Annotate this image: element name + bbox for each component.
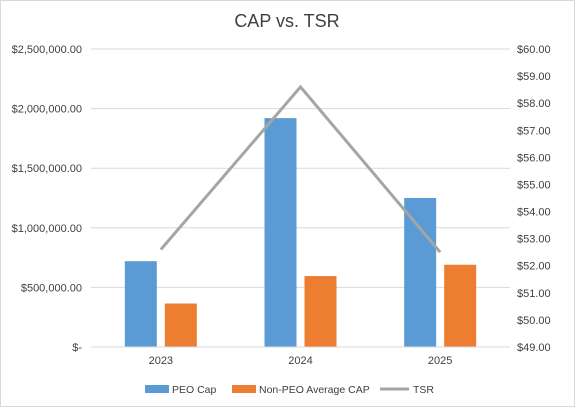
bar-peo-cap xyxy=(124,261,157,347)
legend: PEO Cap Non-PEO Average CAP TSR xyxy=(145,384,434,396)
right-tick-label: $52.00 xyxy=(517,261,551,273)
right-tick-label: $55.00 xyxy=(517,179,551,191)
right-axis-ticks: $49.00 $50.00 $51.00 $52.00 $53.00 $54.00 $55.… xyxy=(517,44,551,354)
x-tick-label: 2023 xyxy=(149,355,173,367)
right-tick-label: $50.00 xyxy=(517,315,551,327)
bar-peo-cap xyxy=(404,198,437,347)
left-tick-label: $2,000,000.00 xyxy=(12,104,82,116)
legend-swatch xyxy=(232,385,256,393)
right-tick-label: $59.00 xyxy=(517,71,551,83)
left-tick-label: $1,000,000.00 xyxy=(12,223,82,235)
x-tick-label: 2025 xyxy=(428,355,452,367)
bar-non-peo-average-cap xyxy=(164,303,197,347)
legend-label: PEO Cap xyxy=(172,384,217,396)
bar-non-peo-average-cap xyxy=(304,276,337,347)
legend-label: Non-PEO Average CAP xyxy=(259,384,370,396)
bar-peo-cap xyxy=(264,118,297,347)
left-tick-label: $2,500,000.00 xyxy=(12,44,82,56)
left-tick-label: $1,500,000.00 xyxy=(12,163,82,175)
gridlines xyxy=(91,48,510,288)
tsr-line-group xyxy=(159,84,442,254)
right-tick-label: $57.00 xyxy=(517,125,551,137)
right-tick-label: $54.00 xyxy=(517,207,551,219)
right-tick-label: $53.00 xyxy=(517,234,551,246)
right-tick-label: $51.00 xyxy=(517,288,551,300)
right-tick-label: $60.00 xyxy=(517,44,551,56)
left-axis-ticks: $- $500,000.00 $1,000,000.00 $1,500,000.00 $… xyxy=(12,44,83,354)
chart-title: CAP vs. TSR xyxy=(234,11,339,31)
tsr-line xyxy=(159,84,442,254)
legend-label: TSR xyxy=(413,384,434,396)
left-tick-label: $- xyxy=(72,342,82,354)
right-tick-label: $56.00 xyxy=(517,152,551,164)
legend-swatch xyxy=(145,385,169,393)
x-axis-ticks: 2023 2024 2025 xyxy=(149,355,453,367)
x-tick-label: 2024 xyxy=(288,355,312,367)
left-tick-label: $500,000.00 xyxy=(21,282,82,294)
right-tick-label: $49.00 xyxy=(517,342,551,354)
right-tick-label: $58.00 xyxy=(517,98,551,110)
bar-non-peo-average-cap xyxy=(444,264,477,347)
bars xyxy=(124,118,477,347)
